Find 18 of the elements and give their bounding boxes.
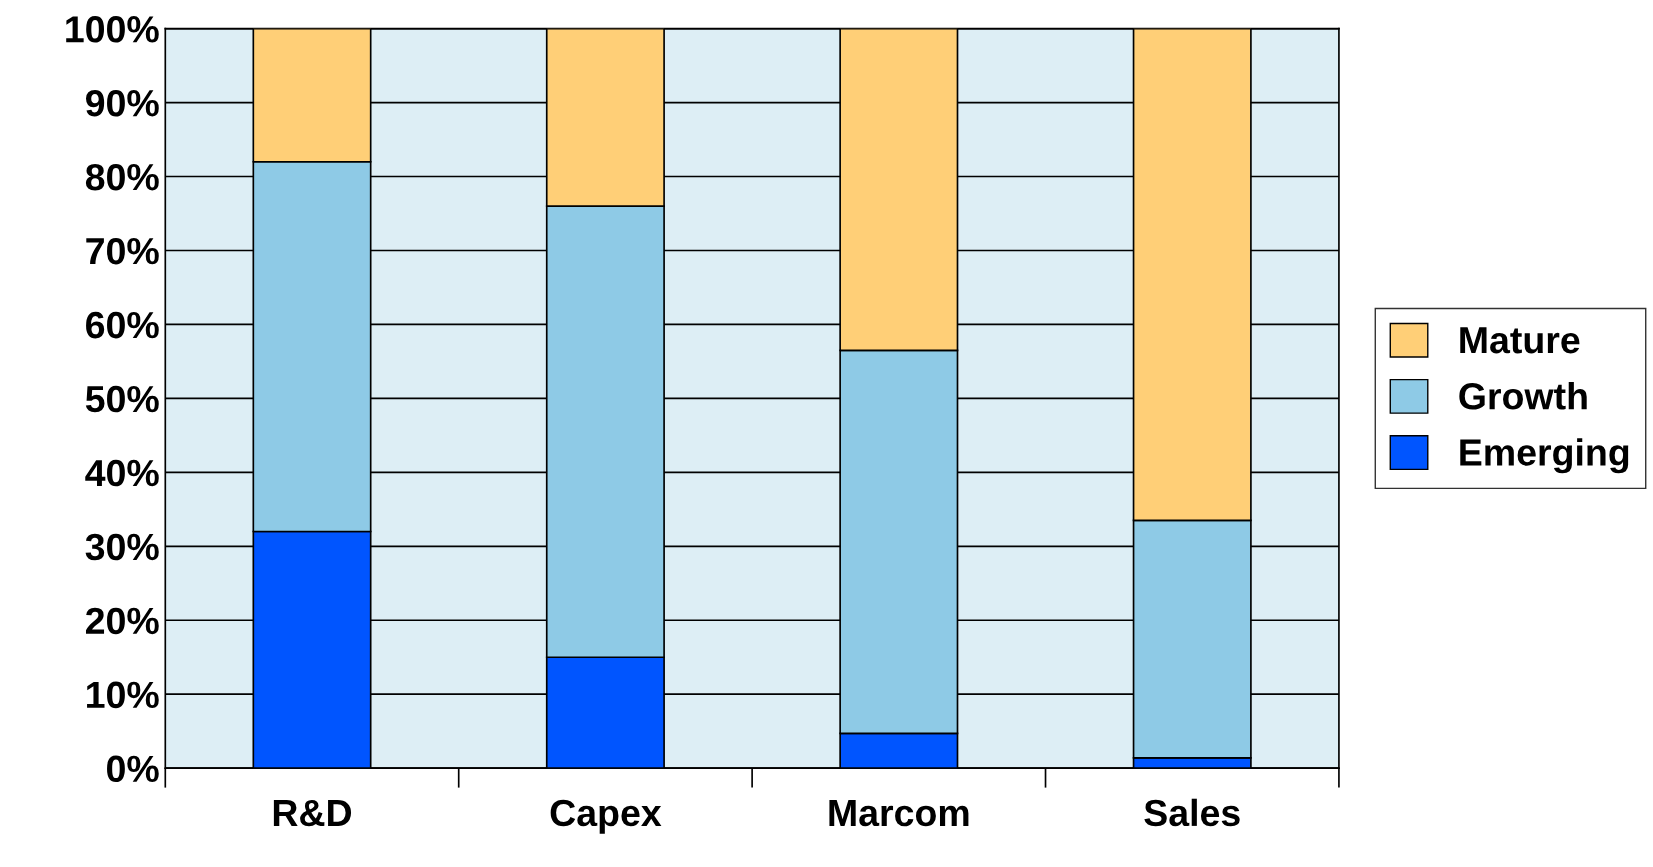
y-tick-label: 10% bbox=[87, 681, 159, 709]
y-tick-label: 20% bbox=[85, 607, 159, 635]
y-tick-label: 40% bbox=[85, 459, 159, 487]
y-tick-label: 60% bbox=[86, 311, 159, 339]
x-tick-label: Capex bbox=[550, 799, 662, 834]
y-tick-label: 90% bbox=[85, 89, 159, 117]
legend-label: Growth bbox=[1459, 382, 1587, 410]
y-tick-label: 30% bbox=[85, 533, 159, 561]
y-tick-label: 100% bbox=[66, 16, 159, 43]
y-tick-label: 50% bbox=[85, 385, 159, 413]
x-tick-label: Sales bbox=[1144, 798, 1240, 827]
legend-label: Emerging bbox=[1460, 438, 1629, 474]
y-tick-label: 70% bbox=[86, 237, 159, 265]
x-tick-label: R&D bbox=[273, 799, 352, 827]
x-tick-label: Marcom bbox=[829, 800, 969, 827]
y-tick-label: 80% bbox=[85, 163, 159, 191]
legend-label: Mature bbox=[1460, 327, 1580, 354]
y-tick-label: 0% bbox=[107, 755, 159, 783]
